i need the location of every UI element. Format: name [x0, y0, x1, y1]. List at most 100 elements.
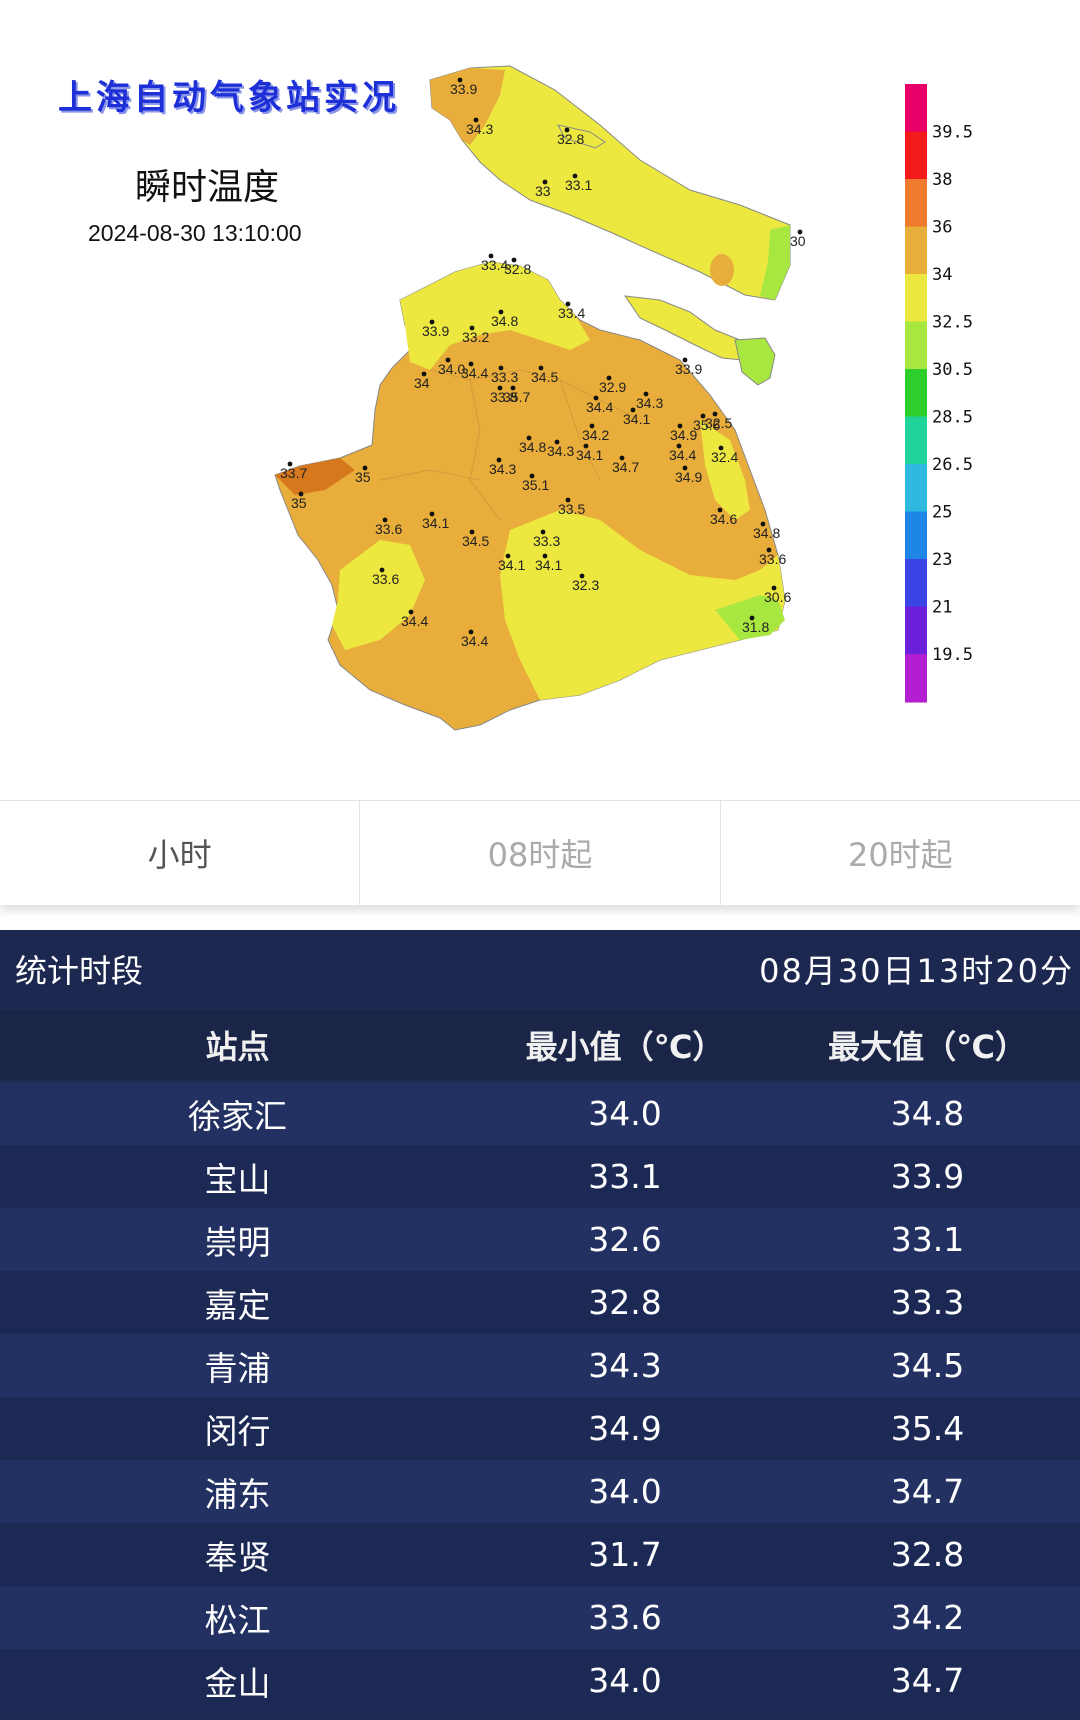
station-dot: [469, 325, 475, 331]
east-cool-zone: [700, 420, 750, 520]
column-max: 最大值（℃）: [828, 1028, 1027, 1066]
station-dot: [457, 77, 463, 83]
station-reading: 34.6: [710, 511, 737, 527]
station-reading: 30.6: [764, 589, 791, 605]
station-dot: [766, 547, 772, 553]
station-reading: 32.8: [557, 131, 584, 147]
station-dot: [565, 497, 571, 503]
station-dot: [498, 365, 504, 371]
chongming-warm-zone: [430, 68, 505, 145]
station-dot: [496, 457, 502, 463]
table-row: 金山 34.0 34.7: [0, 1649, 1080, 1712]
station-reading: 32.3: [572, 577, 599, 593]
station-dot: [749, 615, 755, 621]
legend-swatch: [905, 416, 927, 465]
legend-label: 21: [932, 598, 952, 618]
station-dot: [287, 461, 293, 467]
station-reading: 34.4: [586, 399, 613, 415]
legend-swatch: [905, 511, 927, 560]
column-min: 最小值（℃）: [525, 1028, 725, 1066]
station-dot: [564, 127, 570, 133]
station-name: 宝山: [204, 1159, 271, 1199]
station-reading: 32.9: [599, 379, 626, 395]
station-reading: 30: [790, 233, 806, 249]
station-reading: 33.6: [759, 551, 786, 567]
map-title: 上海自动气象站实况: [58, 78, 400, 118]
map-timestamp: 2024-08-30 13:10:00: [88, 220, 302, 246]
table-row: 嘉定 32.8 33.3: [0, 1271, 1080, 1334]
station-reading: 33.1: [565, 177, 592, 193]
station-dot: [379, 567, 385, 573]
station-reading: 34.2: [582, 427, 609, 443]
station-reading: 34.3: [636, 395, 663, 411]
sandbar: [557, 124, 606, 149]
stats-period-bar: 统计时段 08月30日13时20分: [0, 930, 1080, 1008]
station-dot: [797, 229, 803, 235]
station-dot: [382, 517, 388, 523]
station-reading: 34.7: [612, 459, 639, 475]
max-value: 34.2: [890, 1598, 965, 1637]
station-dot: [676, 443, 682, 449]
station-dot: [362, 465, 368, 471]
station-dot: [606, 375, 612, 381]
table-row: 青浦 34.3 34.5: [0, 1334, 1080, 1397]
station-dot: [643, 391, 649, 397]
max-value: 32.8: [890, 1535, 965, 1574]
station-dot: [469, 529, 475, 535]
station-dot: [589, 423, 595, 429]
max-value: 34.5: [890, 1346, 965, 1385]
station-dot: [473, 117, 479, 123]
station-reading: 34.1: [535, 557, 562, 573]
station-dot: [712, 411, 718, 417]
station-name: 嘉定: [204, 1285, 271, 1325]
max-value: 33.9: [890, 1157, 965, 1196]
station-reading: 35.7: [503, 389, 530, 405]
station-dot: [572, 173, 578, 179]
station-reading: 33.8: [490, 389, 517, 405]
station-dot: [579, 573, 585, 579]
central-cool-zone: [500, 510, 785, 700]
station-reading: 33.4: [481, 257, 508, 273]
min-value: 32.8: [588, 1283, 662, 1322]
legend-swatch: [905, 226, 927, 275]
station-reading: 35: [291, 495, 307, 511]
station-dot: [468, 361, 474, 367]
table-row: 徐家汇 34.0 34.8: [0, 1082, 1080, 1145]
station-reading: 32.8: [504, 261, 531, 277]
legend-color-scale: [905, 84, 927, 703]
station-reading: 34.4: [401, 613, 428, 629]
station-reading: 34.4: [461, 365, 488, 381]
station-dot: [630, 407, 636, 413]
legend-label: 39.5: [932, 123, 973, 143]
station-dot: [542, 553, 548, 559]
station-reading: 33.2: [462, 329, 489, 345]
tab-from-20[interactable]: 20时起: [847, 836, 953, 874]
temperature-map: 39.5 38 36 34 32.5 30.5 28.5 26.5 25 23 21 19.5 33.…: [274, 65, 973, 731]
legend-swatch: [905, 464, 927, 513]
station-name: 徐家汇: [188, 1096, 287, 1136]
station-dot: [445, 357, 451, 363]
tab-hour[interactable]: 小时: [0, 801, 361, 905]
legend-swatch: [905, 321, 927, 370]
station-reading: 33.3: [491, 369, 518, 385]
station-dot: [429, 511, 435, 517]
station-reading: 34.5: [462, 533, 489, 549]
legend-swatch: [905, 84, 927, 133]
station-dot: [718, 445, 724, 451]
legend-label: 25: [932, 503, 952, 523]
station-reading: 33: [535, 183, 551, 199]
legend-label: 38: [932, 170, 952, 190]
legend-label: 34: [932, 265, 952, 285]
period-tabs: 小时 08时起 20时起: [0, 800, 1080, 905]
max-value: 35.4: [890, 1409, 965, 1448]
station-reading: 33.5: [558, 501, 585, 517]
tab-from-08[interactable]: 08时起: [360, 801, 721, 905]
station-dot: [498, 309, 504, 315]
table-row: 浦东 34.0 34.7: [0, 1460, 1080, 1523]
station-name: 青浦: [204, 1348, 271, 1388]
station-dot: [565, 301, 571, 307]
legend-swatch: [905, 654, 927, 703]
station-reading: 33.9: [450, 81, 477, 97]
station-reading: 34.4: [669, 447, 696, 463]
station-dot: [554, 439, 560, 445]
